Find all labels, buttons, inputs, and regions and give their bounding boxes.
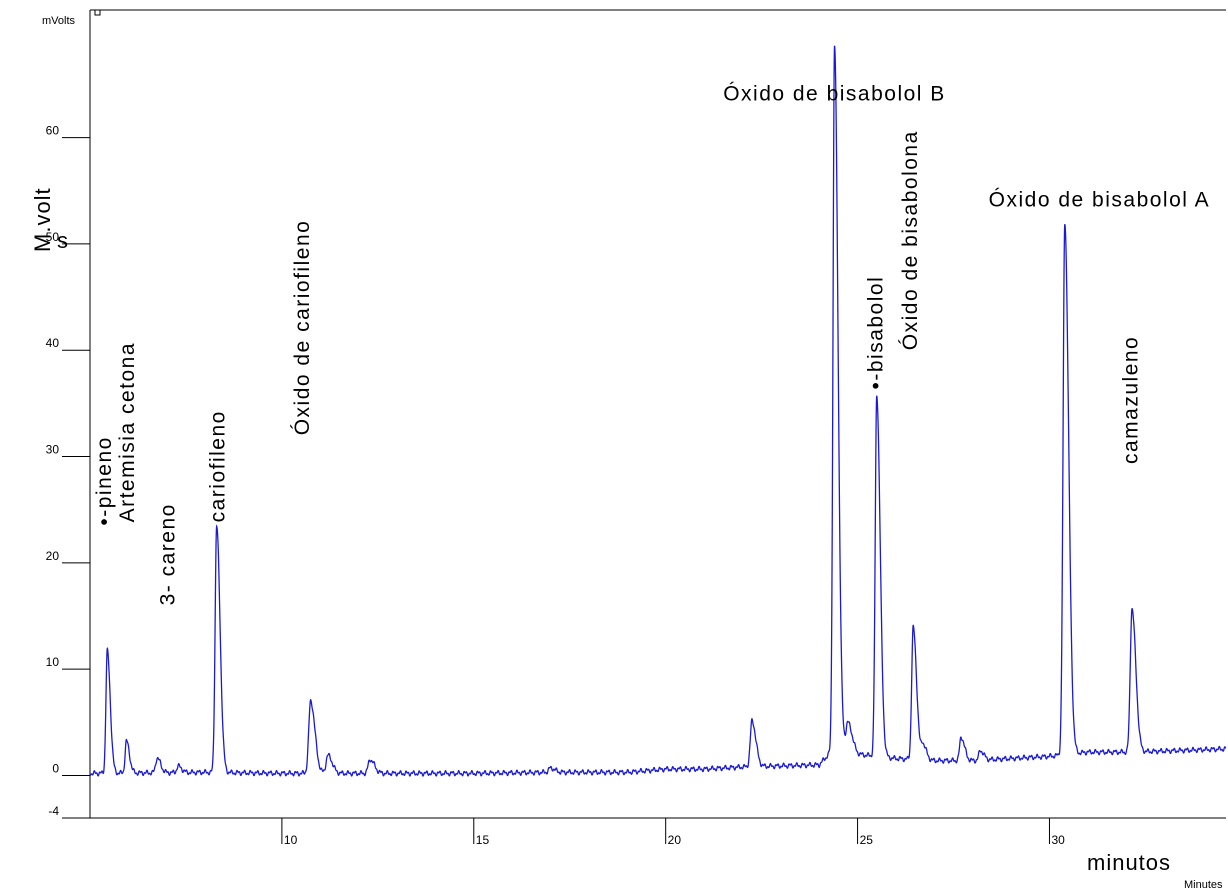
trace-layer — [90, 46, 1226, 776]
peak-label-2: 3- careno — [156, 503, 179, 605]
chromatogram-trace — [90, 46, 1226, 776]
y-tick-label-60: 60 — [46, 124, 60, 138]
y-tick-label-50: 50 — [46, 230, 60, 244]
axes — [90, 10, 1226, 818]
peak-label-4: Óxido de cariofileno — [291, 220, 314, 436]
y-tick-label--4: -4 — [48, 804, 59, 818]
y-tick-label-40: 40 — [46, 336, 60, 350]
y-tick-label-0: 0 — [52, 761, 59, 775]
y-tick-label-20: 20 — [46, 549, 60, 563]
peak-label-0: •-pineno — [93, 436, 116, 525]
y-tick-label-30: 30 — [46, 443, 60, 457]
x-axis-label: minutos — [1087, 850, 1171, 875]
x-unit-label: Minutes — [1184, 879, 1223, 891]
y-tick-label-10: 10 — [46, 655, 60, 669]
peak-labels: •-pineno Artemisia cetona 3- careno cariofi… — [93, 82, 1210, 605]
x-tick-label-15: 15 — [476, 833, 490, 847]
y-unit-label: mVolts — [42, 15, 76, 27]
peak-label-5: •-bisabolol — [865, 276, 888, 390]
peak-label-3: cariofileno — [206, 410, 229, 522]
x-tick-label-25: 25 — [860, 833, 874, 847]
peak-label-7: camazuleno — [1120, 336, 1143, 464]
x-tick-label-30: 30 — [1051, 833, 1065, 847]
corner-marker — [95, 10, 100, 15]
peak-label-8: Óxido de bisabolol B — [723, 82, 946, 105]
x-tick-label-20: 20 — [668, 833, 682, 847]
peak-label-1: Artemisia cetona — [116, 342, 139, 522]
x-tick-label-10: 10 — [284, 833, 298, 847]
peak-label-9: Óxido de bisabolol A — [989, 189, 1210, 212]
peak-label-6: Óxido de bisabolona — [899, 130, 922, 350]
